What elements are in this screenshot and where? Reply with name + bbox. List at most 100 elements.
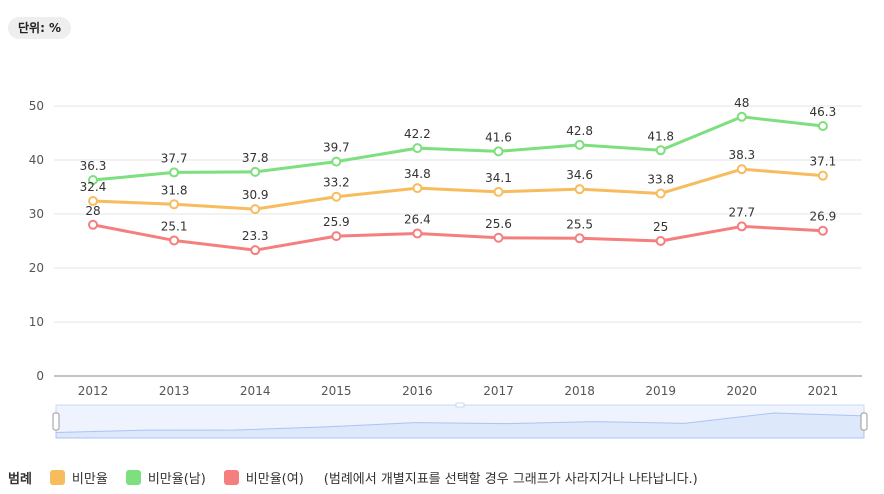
data-label-obesity-female: 26.9 <box>810 210 837 224</box>
axis-layer: 0 10 20 30 40 50 2012 2013 2014 2015 2016 2017 2018 2… <box>29 99 862 398</box>
x-tick-label: 2016 <box>402 384 433 398</box>
data-point-obesity-male[interactable] <box>88 174 98 185</box>
data-point-obesity-male[interactable] <box>736 111 747 122</box>
data-point-obesity[interactable] <box>412 183 423 194</box>
data-point-obesity[interactable] <box>493 186 504 197</box>
line-chart: 0 10 20 30 40 50 2012 2013 2014 2015 2016 2017 2018 2… <box>29 96 868 439</box>
data-point-obesity-female[interactable] <box>250 245 261 256</box>
data-point-obesity-female[interactable] <box>493 232 504 243</box>
legend-label-obesity: 비만율 <box>71 471 108 487</box>
navigator-handle-right[interactable] <box>860 412 868 431</box>
data-label-obesity-female: 25 <box>653 220 668 234</box>
data-label-obesity-male: 41.8 <box>647 129 674 143</box>
data-label-obesity: 33.8 <box>647 172 674 186</box>
data-label-obesity: 34.1 <box>485 171 512 185</box>
series-line-obesity-male <box>92 115 824 182</box>
data-point-obesity[interactable] <box>736 164 747 175</box>
data-point-obesity-female[interactable] <box>574 233 585 244</box>
x-tick-label: 2018 <box>564 384 595 398</box>
data-label-layer: 32.4 31.8 30.9 33.2 34.8 34.1 34.6 33.8 38.3 37.1… <box>80 96 837 243</box>
y-tick-label: 40 <box>29 153 44 167</box>
data-point-obesity[interactable] <box>574 184 585 195</box>
legend-title: 범례 <box>8 471 32 487</box>
data-label-obesity: 31.8 <box>161 183 188 197</box>
legend-label-obesity-male: 비만율(남) <box>147 471 206 487</box>
data-point-obesity-male[interactable] <box>412 143 423 154</box>
legend-item-obesity-male[interactable]: 비만율(남) <box>125 468 206 487</box>
legend-swatch-obesity-female <box>223 469 239 485</box>
series-layer <box>88 111 828 256</box>
data-point-obesity-male[interactable] <box>250 166 261 177</box>
data-label-obesity-male: 36.3 <box>80 159 107 173</box>
data-point-obesity-female[interactable] <box>412 228 423 239</box>
x-tick-label: 2015 <box>321 384 352 398</box>
data-point-obesity-male[interactable] <box>655 145 666 156</box>
data-label-obesity-male: 42.8 <box>566 124 593 138</box>
data-label-obesity-female: 25.6 <box>485 217 512 231</box>
data-label-obesity: 30.9 <box>242 188 269 202</box>
legend-note: (범례에서 개별지표를 선택할 경우 그래프가 사라지거나 나타납니다.) <box>323 471 698 487</box>
data-label-obesity-male: 41.6 <box>485 130 512 144</box>
data-label-obesity: 37.1 <box>810 155 837 169</box>
data-point-obesity-female[interactable] <box>736 221 747 232</box>
x-tick-label: 2019 <box>645 384 676 398</box>
x-tick-label: 2021 <box>808 384 839 398</box>
data-label-obesity: 34.6 <box>566 168 593 182</box>
data-label-obesity-female: 28 <box>85 204 100 218</box>
data-point-obesity-female[interactable] <box>331 231 342 242</box>
legend-swatch-obesity <box>49 469 65 485</box>
x-tick-label: 2017 <box>483 384 514 398</box>
series-line-obesity-female <box>92 223 823 252</box>
data-point-obesity-male[interactable] <box>817 120 828 131</box>
legend-item-obesity-female[interactable]: 비만율(여) <box>223 468 304 487</box>
data-label-obesity-male: 39.7 <box>323 141 350 155</box>
legend-item-obesity[interactable]: 비만율 <box>49 468 108 487</box>
data-point-obesity-female[interactable] <box>817 225 828 236</box>
y-tick-label: 30 <box>29 207 44 221</box>
data-point-obesity-female[interactable] <box>88 219 98 230</box>
data-point-obesity[interactable] <box>250 204 261 215</box>
data-point-obesity-male[interactable] <box>169 167 180 178</box>
data-label-obesity: 32.4 <box>80 180 107 194</box>
x-tick-label: 2012 <box>78 384 109 398</box>
data-label-obesity-male: 37.8 <box>242 151 269 165</box>
legend: 범례 비만율 비만율(남) 비만율(여) (범례에서 개별지표를 선택할 경우 … <box>8 466 698 488</box>
y-tick-label: 20 <box>29 261 44 275</box>
data-label-obesity: 33.2 <box>323 176 350 190</box>
grid-layer <box>54 105 862 323</box>
series-line-obesity <box>92 167 824 211</box>
data-label-obesity-female: 23.3 <box>242 229 269 243</box>
data-point-obesity-male[interactable] <box>493 146 504 157</box>
data-point-obesity[interactable] <box>655 188 666 199</box>
data-label-obesity-male: 42.2 <box>404 127 431 141</box>
data-point-obesity-female[interactable] <box>169 235 180 246</box>
legend-label-obesity-female: 비만율(여) <box>245 471 304 487</box>
data-label-obesity: 38.3 <box>728 148 755 162</box>
data-label-obesity-female: 27.7 <box>728 205 755 219</box>
unit-badge: 단위: % <box>8 17 72 39</box>
data-label-obesity-male: 46.3 <box>810 105 837 119</box>
x-tick-label: 2014 <box>240 384 271 398</box>
navigator-scroll-grip[interactable] <box>455 402 465 408</box>
y-tick-label: 10 <box>29 315 44 329</box>
data-point-obesity-male[interactable] <box>331 156 342 167</box>
data-label-obesity-male: 37.7 <box>161 151 188 165</box>
data-point-obesity[interactable] <box>169 199 180 210</box>
x-tick-label: 2020 <box>727 384 758 398</box>
legend-swatch-obesity-male <box>125 469 141 485</box>
data-point-obesity[interactable] <box>88 196 98 207</box>
y-tick-label: 0 <box>36 369 44 383</box>
navigator-handle-left[interactable] <box>52 412 60 431</box>
data-label-obesity-male: 48 <box>734 96 749 110</box>
data-label-obesity-female: 25.1 <box>161 219 188 233</box>
data-point-obesity-male[interactable] <box>574 139 585 150</box>
y-tick-label: 50 <box>29 99 44 113</box>
data-point-obesity[interactable] <box>331 191 342 202</box>
data-point-obesity[interactable] <box>817 170 828 181</box>
data-label-obesity: 34.8 <box>404 167 431 181</box>
data-label-obesity-female: 26.4 <box>404 212 431 226</box>
range-navigator[interactable] <box>52 402 868 439</box>
data-point-obesity-female[interactable] <box>655 236 666 246</box>
data-label-obesity-female: 25.9 <box>323 215 350 229</box>
x-tick-label: 2013 <box>159 384 190 398</box>
